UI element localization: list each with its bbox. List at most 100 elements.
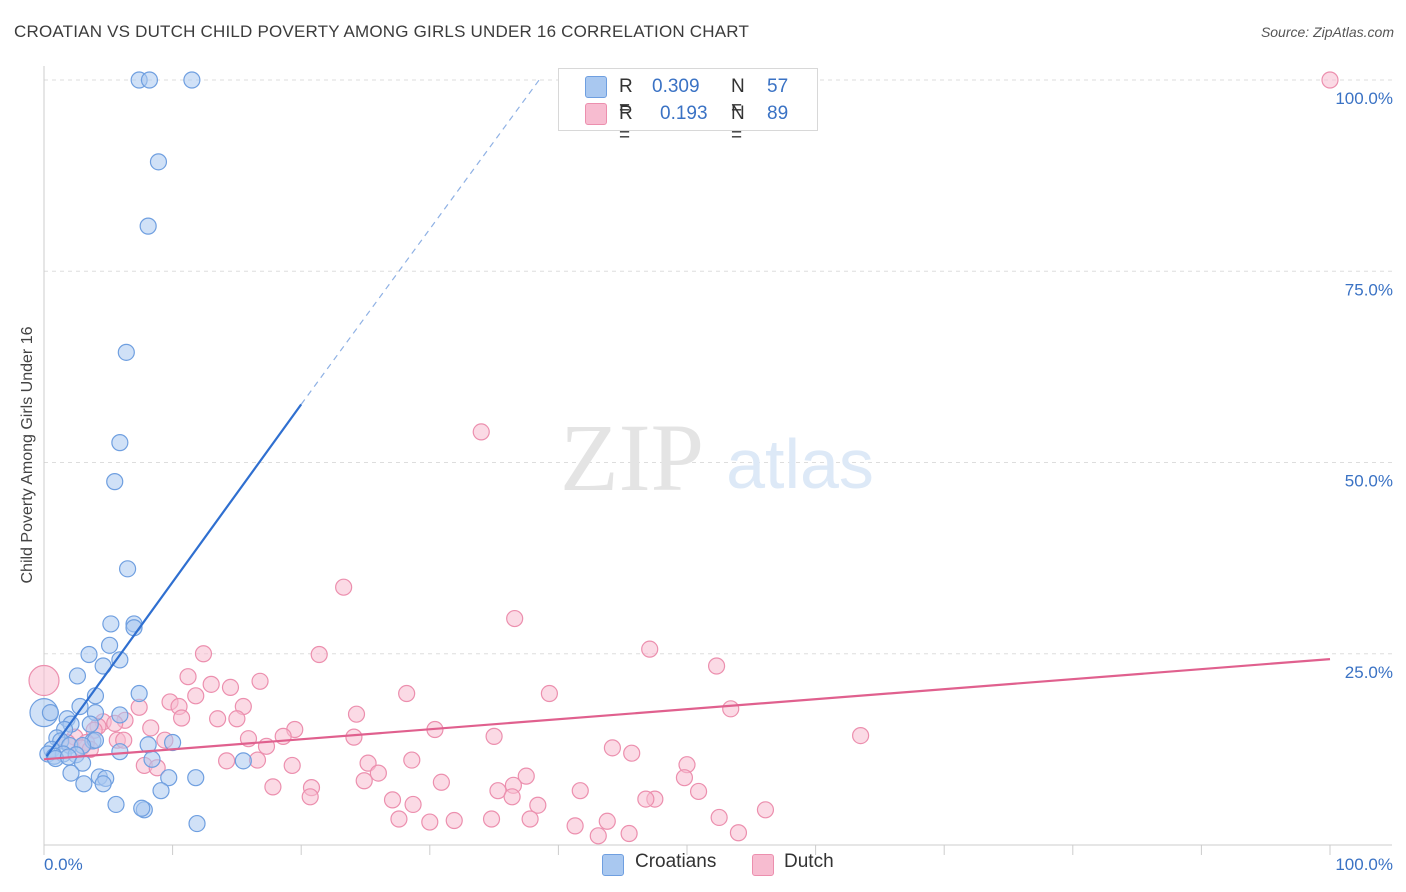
dutch-point-42 <box>852 727 870 745</box>
croatians-point-5 <box>117 343 135 361</box>
dutch-point-85 <box>589 827 607 845</box>
croatians-point-17 <box>130 684 148 703</box>
dutch-n-label: N = <box>731 103 745 146</box>
croatians-point-48 <box>160 769 178 787</box>
dutch-point-59 <box>432 773 450 791</box>
dutch-point-13 <box>540 684 558 703</box>
croatians-point-16 <box>68 667 87 685</box>
dutch-point-82 <box>566 817 584 835</box>
dutch-point-46 <box>603 739 622 757</box>
dutch-point-75 <box>482 810 501 828</box>
croatians-point-45 <box>73 754 92 772</box>
croatians-r-label: R = <box>619 76 633 119</box>
dutch-point-10 <box>202 675 220 693</box>
dutch-swatch <box>585 103 607 125</box>
croatians-point-22 <box>111 706 129 724</box>
croatians-point-33 <box>164 733 182 752</box>
dutch-point-49 <box>218 752 236 770</box>
dutch-point-9 <box>251 672 269 690</box>
dutch-point-19 <box>722 700 740 718</box>
dutch-point-67 <box>503 788 521 806</box>
grid-lines <box>44 79 1392 655</box>
dutch-point-3 <box>506 609 524 628</box>
tick-labels: 25.0% 50.0% 75.0% 100.0% 0.0% 100.0% <box>44 89 1393 874</box>
dutch-point-41 <box>485 727 503 745</box>
dutch-point-47 <box>623 744 641 762</box>
croatians-point-6 <box>111 434 129 452</box>
croatians-point-9 <box>102 615 120 633</box>
dutch-point-57 <box>517 767 535 785</box>
dutch-point-12 <box>398 684 416 703</box>
croatians-point-43 <box>143 750 161 768</box>
dutch-point-20 <box>347 705 366 723</box>
x-tick-label-0: 0.0% <box>44 855 83 874</box>
croatians-point-13 <box>80 645 98 664</box>
dutch-point-76 <box>521 810 539 828</box>
dutch-point-68 <box>301 788 319 806</box>
dutch-point-65 <box>571 782 589 800</box>
dutch-point-81 <box>421 813 439 831</box>
y-tick-label-25: 25.0% <box>1345 663 1393 682</box>
dutch-r-value: 0.193 <box>660 103 708 124</box>
croatians-point-53 <box>152 782 170 800</box>
croatians-swatch <box>585 76 607 98</box>
croatians-point-1 <box>140 71 159 89</box>
croatian-points <box>29 71 252 833</box>
dutch-point-78 <box>390 810 408 828</box>
croatians-trend-extension <box>300 79 540 405</box>
source-label: Source: ZipAtlas.com <box>1260 24 1394 40</box>
dutch-point-0 <box>1321 71 1339 89</box>
dutch-point-5 <box>194 645 213 663</box>
croatians-n-label: N = <box>731 76 745 119</box>
croatians-point-46 <box>62 764 80 782</box>
watermark-zip: ZIP <box>560 404 704 511</box>
dutch-point-2 <box>335 578 353 596</box>
dutch-point-1 <box>472 423 490 441</box>
croatians-point-20 <box>41 704 60 722</box>
dutch-point-79 <box>445 811 463 830</box>
dutch-point-22 <box>209 710 227 728</box>
croatians-point-56 <box>133 799 151 817</box>
dutch-point-7 <box>707 657 726 675</box>
croatians-point-25 <box>81 715 99 733</box>
dutch-point-80 <box>598 812 616 830</box>
dutch-point-77 <box>710 808 728 827</box>
bottom-dutch-label: Dutch <box>784 851 834 872</box>
dutch-point-6 <box>310 645 328 664</box>
watermark: ZIP atlas <box>560 404 874 511</box>
y-tick-label-50: 50.0% <box>1345 472 1393 491</box>
dutch-point-74 <box>756 801 775 819</box>
croatians-point-2 <box>183 71 201 89</box>
dutch-point-62 <box>264 778 282 796</box>
croatians-trend-line <box>45 403 303 757</box>
trend-lines <box>43 79 1331 761</box>
dutch-point-58 <box>675 769 694 787</box>
dutch-point-56 <box>369 764 387 782</box>
dutch-point-14 <box>187 687 205 705</box>
dutch-point-28 <box>142 719 160 737</box>
croatians-point-57 <box>188 814 206 833</box>
croatians-r-value: 0.309 <box>652 76 700 97</box>
dutch-point-66 <box>689 782 708 801</box>
croatians-point-36 <box>111 743 129 761</box>
croatians-point-52 <box>94 775 112 793</box>
dutch-point-40 <box>345 728 363 746</box>
croatians-point-14 <box>111 651 129 669</box>
croatians-point-3 <box>149 153 168 171</box>
dutch-point-73 <box>404 795 422 814</box>
croatians-point-19 <box>71 697 89 716</box>
dutch-point-53 <box>283 756 301 775</box>
dutch-point-84 <box>729 824 748 842</box>
watermark-atlas: atlas <box>726 425 874 503</box>
dutch-point-69 <box>383 791 402 809</box>
dutch-point-21 <box>173 709 191 727</box>
croatians-point-54 <box>107 795 125 814</box>
legend: R = 0.309 N = 57 R = 0.193 N = 89 <box>558 68 818 146</box>
dutch-point-large <box>28 664 60 697</box>
croatians-point-4 <box>139 217 157 235</box>
dutch-r-label: R = <box>619 103 633 146</box>
dutch-point-72 <box>529 796 547 814</box>
dutch-point-83 <box>620 824 638 843</box>
dutch-n-value: 89 <box>767 103 789 124</box>
